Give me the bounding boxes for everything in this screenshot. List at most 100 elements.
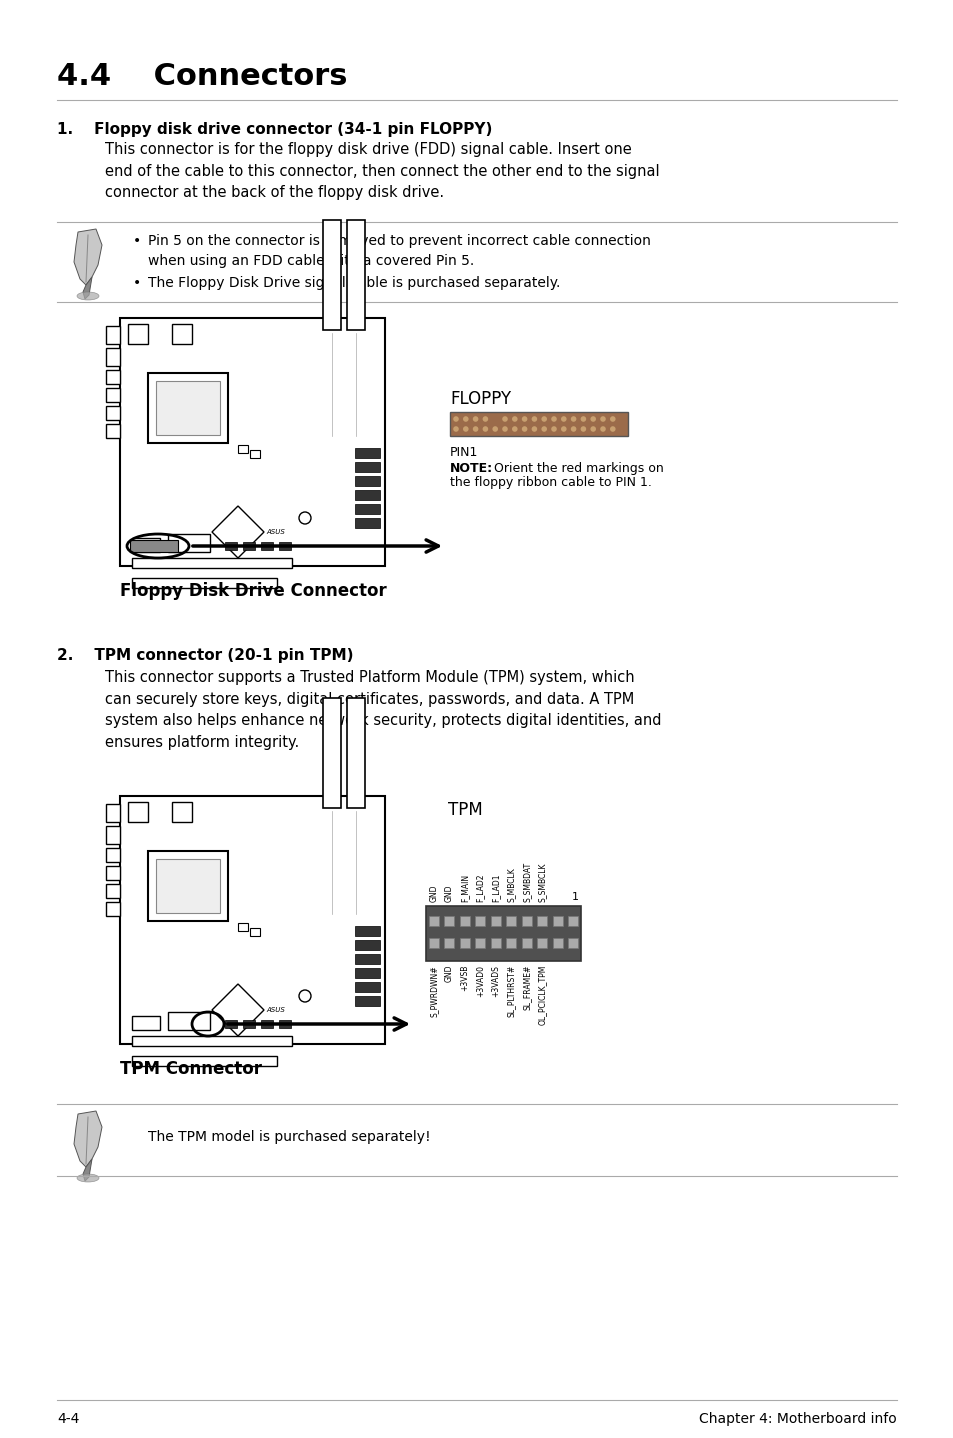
Circle shape (541, 426, 546, 431)
Circle shape (590, 416, 596, 421)
Circle shape (599, 426, 605, 431)
Text: FLOPPY: FLOPPY (450, 390, 511, 408)
Text: ASUS: ASUS (266, 1007, 285, 1012)
Bar (459, 938, 469, 948)
Bar (506, 938, 516, 948)
Bar (106, 370, 120, 384)
Circle shape (551, 426, 557, 431)
Bar (106, 804, 120, 823)
Bar (552, 916, 562, 926)
Bar (355, 449, 379, 457)
Circle shape (541, 416, 546, 421)
Bar (355, 997, 379, 1007)
Bar (450, 413, 627, 436)
Bar (261, 542, 273, 549)
Bar (106, 848, 120, 861)
Circle shape (453, 426, 458, 431)
Circle shape (580, 416, 585, 421)
Bar (106, 825, 120, 844)
Bar (106, 424, 120, 439)
Circle shape (531, 426, 537, 431)
Bar (106, 326, 120, 344)
Circle shape (462, 416, 468, 421)
Circle shape (462, 426, 468, 431)
Polygon shape (83, 278, 91, 299)
Circle shape (609, 416, 615, 421)
Bar (132, 1017, 160, 1030)
Bar (237, 923, 248, 930)
Bar (347, 220, 365, 329)
Circle shape (551, 416, 557, 421)
Bar (355, 503, 379, 513)
Bar (521, 916, 531, 926)
Bar (568, 938, 578, 948)
Bar (120, 318, 385, 567)
Bar (323, 697, 340, 808)
Text: the floppy ribbon cable to PIN 1.: the floppy ribbon cable to PIN 1. (450, 476, 651, 489)
Ellipse shape (77, 1173, 99, 1182)
Text: F_LAD2: F_LAD2 (476, 873, 484, 902)
Text: 4.4    Connectors: 4.4 Connectors (57, 62, 347, 91)
Circle shape (599, 416, 605, 421)
Bar (355, 490, 379, 500)
Bar (537, 916, 547, 926)
Bar (521, 938, 531, 948)
Text: 2.    TPM connector (20-1 pin TPM): 2. TPM connector (20-1 pin TPM) (57, 649, 354, 663)
Bar (261, 1020, 273, 1028)
Bar (355, 953, 379, 963)
Text: TPM Connector: TPM Connector (120, 1060, 262, 1078)
Bar (490, 916, 500, 926)
Circle shape (512, 416, 517, 421)
Bar (106, 388, 120, 403)
Circle shape (298, 989, 311, 1002)
Bar (132, 538, 160, 552)
Circle shape (453, 416, 458, 421)
Text: S_MBCLK: S_MBCLK (506, 867, 516, 902)
Text: OL_PCICLK_TPM: OL_PCICLK_TPM (537, 965, 546, 1025)
Bar (475, 916, 485, 926)
Bar (237, 444, 248, 453)
Bar (323, 220, 340, 329)
Bar (428, 916, 438, 926)
Bar (506, 916, 516, 926)
Bar (225, 1020, 236, 1028)
Circle shape (501, 416, 507, 421)
Bar (475, 938, 485, 948)
Bar (156, 381, 220, 436)
Text: •: • (132, 234, 141, 247)
Bar (444, 938, 454, 948)
Bar (172, 324, 192, 344)
Circle shape (609, 426, 615, 431)
Polygon shape (212, 506, 264, 558)
Text: F_LAD1: F_LAD1 (491, 873, 499, 902)
Bar (120, 797, 385, 1044)
Polygon shape (212, 984, 264, 1035)
Circle shape (492, 426, 497, 431)
Text: F_MAIN: F_MAIN (459, 874, 469, 902)
Bar (168, 1012, 210, 1030)
Circle shape (560, 426, 566, 431)
Ellipse shape (77, 292, 99, 301)
Circle shape (531, 416, 537, 421)
Text: +3VAD0: +3VAD0 (476, 965, 484, 997)
Text: The Floppy Disk Drive signal cable is purchased separately.: The Floppy Disk Drive signal cable is pu… (148, 276, 559, 290)
Bar (490, 938, 500, 948)
Text: 1.    Floppy disk drive connector (34-1 pin FLOPPY): 1. Floppy disk drive connector (34-1 pin… (57, 122, 492, 137)
Text: GND: GND (444, 884, 454, 902)
Text: +3VADS: +3VADS (491, 965, 499, 997)
Bar (355, 968, 379, 978)
Bar (132, 558, 292, 568)
Circle shape (570, 416, 576, 421)
Text: GND: GND (429, 884, 437, 902)
Bar (355, 940, 379, 951)
Text: ASUS: ASUS (266, 529, 285, 535)
Text: •: • (132, 276, 141, 290)
Bar (128, 802, 148, 823)
Text: Orient the red markings on: Orient the red markings on (490, 462, 663, 475)
Polygon shape (74, 1112, 102, 1168)
Circle shape (482, 416, 488, 421)
Circle shape (560, 416, 566, 421)
Text: GND: GND (444, 965, 454, 982)
Text: S_SMBCLK: S_SMBCLK (537, 863, 546, 902)
Bar (444, 916, 454, 926)
